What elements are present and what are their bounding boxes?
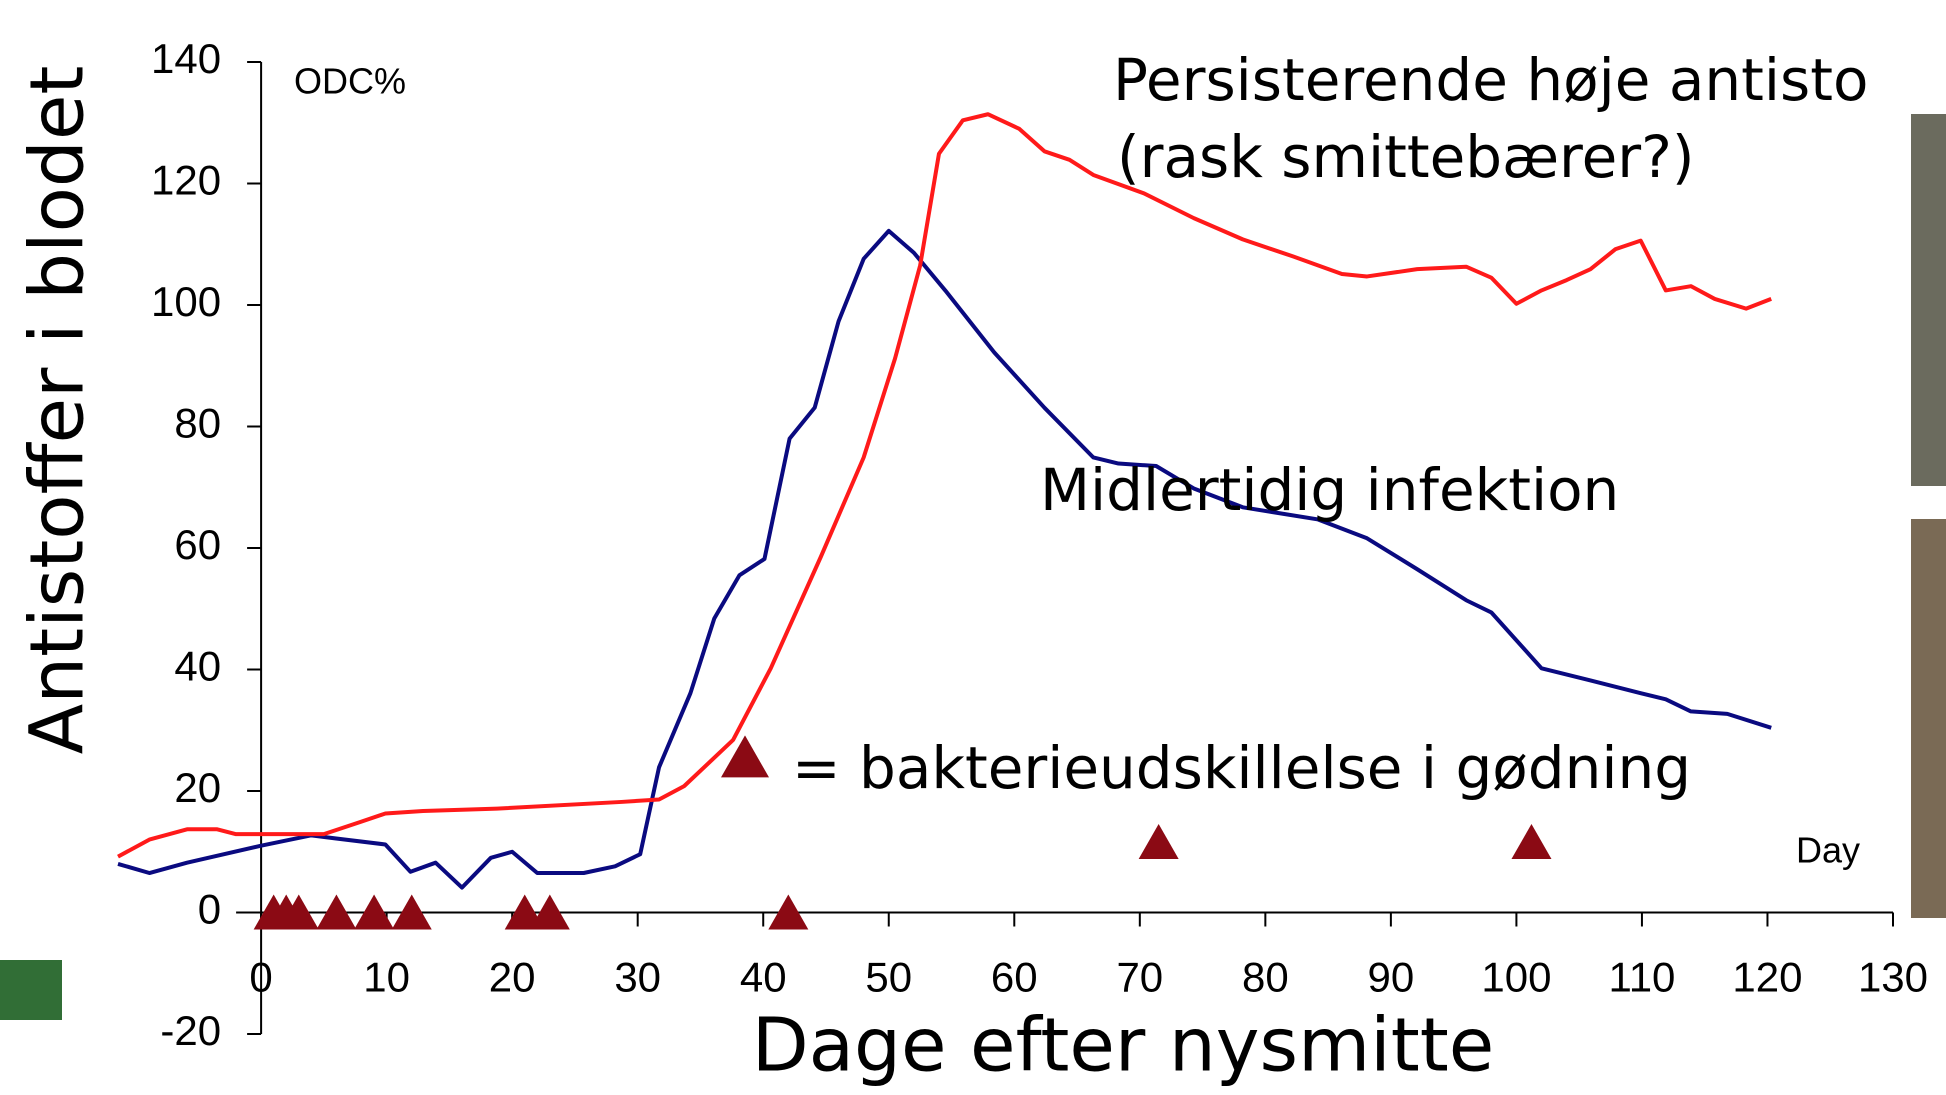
y-tick-label: 120 [151, 157, 221, 204]
x-tick-label: 10 [363, 954, 410, 1001]
marker [768, 894, 809, 930]
y-tick-label: 20 [174, 764, 221, 811]
line [117, 228, 1772, 890]
annotation: Midlertidig infektion [1040, 456, 1619, 524]
x-tick-label: 70 [1116, 954, 1163, 1001]
line [117, 112, 1772, 859]
x-tick-label: 20 [489, 954, 536, 1001]
y-axis-title: Antistoffer i blodet [15, 66, 101, 755]
annotation: ODC% [294, 61, 406, 102]
x-tick-label: 50 [865, 954, 912, 1001]
photo [1911, 114, 1946, 486]
y-tick-label: 100 [151, 278, 221, 325]
x-tick-label: 0 [249, 954, 272, 1001]
logo-fragment [0, 960, 62, 1020]
marker [278, 894, 319, 930]
x-tick-label: 100 [1481, 954, 1551, 1001]
annotation: Day [1796, 830, 1860, 871]
y-tick-label: 80 [174, 400, 221, 447]
marker [316, 894, 357, 930]
annotation: (rask smittebærer?) [1117, 123, 1695, 191]
marker [1138, 824, 1179, 860]
x-tick-label: 90 [1368, 954, 1415, 1001]
marker [529, 894, 570, 930]
x-tick-label: 30 [614, 954, 661, 1001]
y-tick-label: 60 [174, 521, 221, 568]
x-tick-label: 80 [1242, 954, 1289, 1001]
marker [354, 894, 395, 930]
x-tick-label: 60 [991, 954, 1038, 1001]
y-tick-label: 140 [151, 35, 221, 82]
marker [391, 894, 432, 930]
legend-label: = bakterieudskillelse i gødning [792, 734, 1691, 802]
y-tick-label: 0 [198, 886, 221, 933]
x-tick-label: 130 [1858, 954, 1928, 1001]
marker [504, 894, 545, 930]
photo [1911, 519, 1946, 918]
annotation: Persisterende høje antisto [1113, 46, 1868, 114]
y-tick-label: 40 [174, 643, 221, 690]
marker [1511, 824, 1552, 860]
x-tick-label: 110 [1608, 954, 1675, 1001]
x-tick-label: 120 [1732, 954, 1802, 1001]
x-tick-label: 40 [740, 954, 787, 1001]
x-axis-title: Dage efter nysmitte [752, 1003, 1495, 1089]
legend-marker [721, 735, 769, 778]
y-tick-label: -20 [160, 1007, 221, 1054]
